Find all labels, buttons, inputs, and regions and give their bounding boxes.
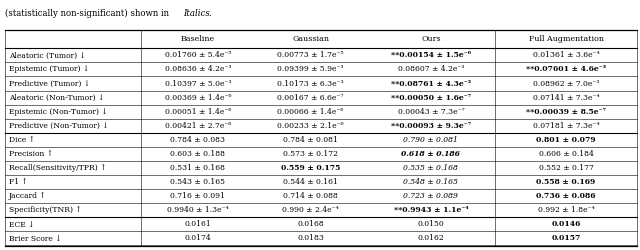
Text: Predictive (Non-Tumor) ↓: Predictive (Non-Tumor) ↓ (9, 122, 109, 130)
Text: 0.00051 ± 1.4e⁻⁶: 0.00051 ± 1.4e⁻⁶ (164, 108, 231, 116)
Text: Predictive (Tumor) ↓: Predictive (Tumor) ↓ (9, 80, 90, 88)
Text: Brier Score ↓: Brier Score ↓ (9, 234, 61, 242)
Text: Baseline: Baseline (180, 35, 215, 43)
Text: 0.0183: 0.0183 (297, 234, 324, 242)
Text: 0.10173 ± 6.3e⁻³: 0.10173 ± 6.3e⁻³ (277, 80, 344, 88)
Text: F1 ↑: F1 ↑ (9, 178, 28, 186)
Text: 0.558 ± 0.169: 0.558 ± 0.169 (536, 178, 596, 186)
Text: 0.08607 ± 4.2e⁻³: 0.08607 ± 4.2e⁻³ (397, 66, 464, 74)
Text: 0.552 ± 0.177: 0.552 ± 0.177 (539, 164, 593, 172)
Text: Dice ↑: Dice ↑ (9, 136, 35, 144)
Text: Precision ↑: Precision ↑ (9, 150, 53, 158)
Text: Recall(Sensitivity/TPR) ↑: Recall(Sensitivity/TPR) ↑ (9, 164, 106, 172)
Text: 0.0146: 0.0146 (552, 220, 580, 228)
Text: **0.00039 ± 8.5e⁻⁷: **0.00039 ± 8.5e⁻⁷ (526, 108, 606, 116)
Text: 0.548 ± 0.165: 0.548 ± 0.165 (403, 178, 458, 186)
Text: 0.0150: 0.0150 (417, 220, 444, 228)
Text: 0.716 ± 0.091: 0.716 ± 0.091 (170, 192, 225, 200)
Text: 0.0174: 0.0174 (184, 234, 211, 242)
Text: 0.544 ± 0.161: 0.544 ± 0.161 (283, 178, 338, 186)
Text: 0.0162: 0.0162 (417, 234, 444, 242)
Text: 0.784 ± 0.083: 0.784 ± 0.083 (170, 136, 225, 144)
Text: 0.00066 ± 1.4e⁻⁶: 0.00066 ± 1.4e⁻⁶ (277, 108, 344, 116)
Text: 0.618 ± 0.186: 0.618 ± 0.186 (401, 150, 460, 158)
Text: **0.00050 ± 1.6e⁻⁷: **0.00050 ± 1.6e⁻⁷ (391, 94, 471, 102)
Text: Full Augmentation: Full Augmentation (529, 35, 604, 43)
Text: **0.00154 ± 1.5e⁻⁶: **0.00154 ± 1.5e⁻⁶ (391, 51, 471, 59)
Text: 0.543 ± 0.165: 0.543 ± 0.165 (170, 178, 225, 186)
Text: 0.801 ± 0.079: 0.801 ± 0.079 (536, 136, 596, 144)
Text: **0.9943 ± 1.1e⁻⁴: **0.9943 ± 1.1e⁻⁴ (394, 206, 468, 214)
Text: Ours: Ours (421, 35, 441, 43)
Text: 0.08636 ± 4.2e⁻³: 0.08636 ± 4.2e⁻³ (164, 66, 231, 74)
Text: 0.723 ± 0.089: 0.723 ± 0.089 (403, 192, 458, 200)
Text: 0.603 ± 0.188: 0.603 ± 0.188 (170, 150, 225, 158)
Text: 0.736 ± 0.086: 0.736 ± 0.086 (536, 192, 596, 200)
Text: .: . (209, 9, 211, 18)
Text: 0.535 ± 0.168: 0.535 ± 0.168 (403, 164, 458, 172)
Text: ECE ↓: ECE ↓ (9, 220, 35, 228)
Text: Jaccard ↑: Jaccard ↑ (9, 192, 47, 200)
Text: 0.0157: 0.0157 (552, 234, 580, 242)
Text: (statistically non-significant) shown in: (statistically non-significant) shown in (5, 9, 172, 18)
Text: 0.07141 ± 7.3e⁻⁴: 0.07141 ± 7.3e⁻⁴ (532, 94, 600, 102)
Text: 0.606 ± 0.184: 0.606 ± 0.184 (539, 150, 593, 158)
Text: 0.00421 ± 2.7e⁻⁶: 0.00421 ± 2.7e⁻⁶ (164, 122, 231, 130)
Text: 0.08962 ± 7.0e⁻³: 0.08962 ± 7.0e⁻³ (533, 80, 599, 88)
Text: 0.07181 ± 7.3e⁻⁴: 0.07181 ± 7.3e⁻⁴ (532, 122, 600, 130)
Text: 0.531 ± 0.168: 0.531 ± 0.168 (170, 164, 225, 172)
Text: 0.01760 ± 5.4e⁻⁵: 0.01760 ± 5.4e⁻⁵ (164, 51, 231, 59)
Text: 0.790 ± 0.081: 0.790 ± 0.081 (403, 136, 458, 144)
Text: 0.559 ± 0.175: 0.559 ± 0.175 (281, 164, 340, 172)
Text: 0.10397 ± 5.0e⁻³: 0.10397 ± 5.0e⁻³ (164, 80, 231, 88)
Text: **0.07601 ± 4.6e⁻³: **0.07601 ± 4.6e⁻³ (526, 66, 606, 74)
Text: 0.714 ± 0.088: 0.714 ± 0.088 (283, 192, 338, 200)
Text: 0.00773 ± 1.7e⁻⁵: 0.00773 ± 1.7e⁻⁵ (277, 51, 344, 59)
Text: **0.00093 ± 9.3e⁻⁷: **0.00093 ± 9.3e⁻⁷ (391, 122, 471, 130)
Text: **0.08761 ± 4.3e⁻³: **0.08761 ± 4.3e⁻³ (391, 80, 471, 88)
Text: Gaussian: Gaussian (292, 35, 329, 43)
Text: Epistemic (Tumor) ↓: Epistemic (Tumor) ↓ (9, 66, 89, 74)
Text: 0.0161: 0.0161 (184, 220, 211, 228)
Text: 0.9940 ± 1.3e⁻⁴: 0.9940 ± 1.3e⁻⁴ (167, 206, 228, 214)
Text: 0.00167 ± 6.6e⁻⁷: 0.00167 ± 6.6e⁻⁷ (277, 94, 344, 102)
Text: Aleatoric (Tumor) ↓: Aleatoric (Tumor) ↓ (9, 51, 86, 59)
Text: 0.00043 ± 7.3e⁻⁷: 0.00043 ± 7.3e⁻⁷ (397, 108, 464, 116)
Text: Aleatoric (Non-Tumor) ↓: Aleatoric (Non-Tumor) ↓ (9, 94, 104, 102)
Text: 0.00233 ± 2.1e⁻⁶: 0.00233 ± 2.1e⁻⁶ (277, 122, 344, 130)
Text: Epistemic (Non-Tumor) ↓: Epistemic (Non-Tumor) ↓ (9, 108, 108, 116)
Text: 0.01361 ± 3.6e⁻⁴: 0.01361 ± 3.6e⁻⁴ (532, 51, 600, 59)
Text: 0.0168: 0.0168 (297, 220, 324, 228)
Text: 0.992 ± 1.8e⁻⁴: 0.992 ± 1.8e⁻⁴ (538, 206, 595, 214)
Text: 0.09399 ± 5.9e⁻³: 0.09399 ± 5.9e⁻³ (277, 66, 344, 74)
Text: 0.784 ± 0.081: 0.784 ± 0.081 (283, 136, 338, 144)
Text: 0.573 ± 0.172: 0.573 ± 0.172 (283, 150, 338, 158)
Text: Specificity(TNR) ↑: Specificity(TNR) ↑ (9, 206, 82, 214)
Text: 0.00369 ± 1.4e⁻⁶: 0.00369 ± 1.4e⁻⁶ (164, 94, 231, 102)
Text: Italics: Italics (183, 9, 210, 18)
Text: 0.990 ± 2.4e⁻⁴: 0.990 ± 2.4e⁻⁴ (282, 206, 339, 214)
